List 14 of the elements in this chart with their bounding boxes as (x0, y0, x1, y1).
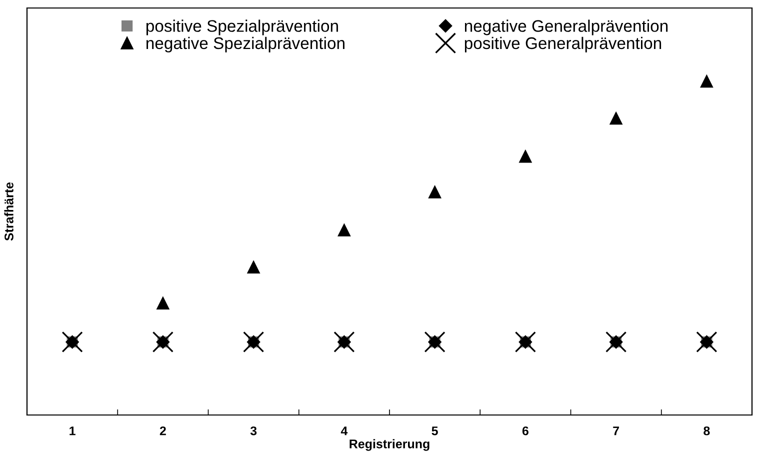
x-tick-label: 6 (522, 426, 528, 436)
x-axis-title: Registrierung (350, 439, 430, 451)
x-tick-label: 7 (613, 426, 619, 436)
legend-label: positive Generalprävention (464, 36, 662, 52)
legend-label: positive Spezialprävention (146, 20, 338, 36)
x-tick-label: 8 (704, 426, 710, 436)
x-tick-label: 4 (340, 426, 348, 436)
x-tick-label: 3 (250, 426, 257, 436)
x-tick-label: 5 (432, 426, 438, 436)
legend-label: negative Spezialprävention (146, 36, 344, 52)
y-axis-title: Strafhärte (4, 182, 14, 241)
x-tick-label: 1 (70, 426, 76, 436)
legend-label: negative Generalprävention (464, 20, 668, 36)
x-tick-label: 2 (160, 426, 166, 436)
